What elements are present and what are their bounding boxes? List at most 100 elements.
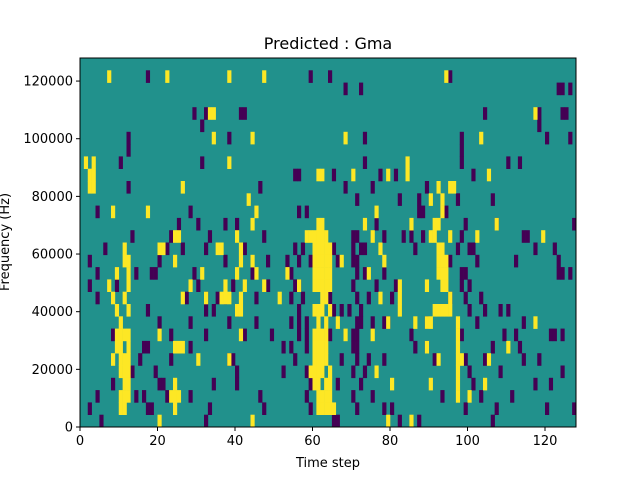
heatmap-cell-low bbox=[304, 390, 309, 403]
heatmap-cell-low bbox=[238, 107, 244, 120]
heatmap-cell-low bbox=[483, 107, 488, 120]
heatmap-cell-low bbox=[351, 254, 356, 268]
heatmap-cell-high bbox=[428, 193, 433, 206]
heatmap-cell-high bbox=[374, 205, 379, 219]
heatmap-cell-high bbox=[432, 230, 437, 243]
heatmap-cell-high bbox=[428, 230, 433, 243]
heatmap-cell-low bbox=[521, 230, 526, 243]
heatmap-cell-low bbox=[556, 267, 561, 280]
heatmap-cell-low bbox=[409, 230, 414, 243]
heatmap-cell-high bbox=[444, 267, 449, 280]
heatmap-cell-low bbox=[297, 304, 302, 317]
heatmap-cell-low bbox=[339, 353, 344, 366]
heatmap-cell-high bbox=[238, 242, 244, 256]
heatmap-cell-high bbox=[107, 70, 112, 83]
heatmap-cell-low bbox=[568, 131, 573, 145]
heatmap-cell-low bbox=[421, 230, 426, 243]
heatmap-cell-low bbox=[289, 291, 294, 305]
heatmap-cell-low bbox=[331, 414, 337, 428]
heatmap-cell-low bbox=[351, 242, 356, 256]
heatmap-cell-high bbox=[122, 365, 127, 379]
heatmap-cell-low bbox=[242, 328, 247, 342]
heatmap-cell-high bbox=[114, 267, 120, 280]
heatmap-cell-low bbox=[483, 304, 488, 317]
heatmap-cell-low bbox=[188, 205, 193, 219]
heatmap-cell-high bbox=[455, 353, 461, 366]
heatmap-cell-low bbox=[207, 230, 213, 243]
heatmap-cell-high bbox=[440, 242, 445, 256]
heatmap-cell-high bbox=[254, 205, 259, 219]
y-tick-label: 80000 bbox=[32, 190, 73, 205]
heatmap-cell-low bbox=[293, 279, 298, 292]
heatmap-cell-low bbox=[359, 242, 364, 256]
heatmap-cell-low bbox=[355, 353, 360, 366]
heatmap-cell-high bbox=[328, 254, 333, 268]
heatmap-cell-high bbox=[118, 402, 123, 415]
heatmap-cell-low bbox=[455, 242, 461, 256]
heatmap-cell-low bbox=[382, 402, 387, 415]
heatmap-cell-low bbox=[382, 230, 387, 243]
heatmap-cell-low bbox=[231, 279, 236, 292]
heatmap-cell-low bbox=[297, 316, 302, 329]
heatmap-cell-low bbox=[331, 304, 337, 317]
heatmap-cell-high bbox=[161, 242, 166, 256]
heatmap-cell-high bbox=[397, 291, 402, 305]
heatmap-cell-low bbox=[297, 254, 302, 268]
heatmap-cell-high bbox=[118, 340, 123, 354]
heatmap-cell-high bbox=[180, 291, 185, 305]
heatmap-cell-low bbox=[111, 328, 116, 342]
heatmap-cell-high bbox=[118, 316, 123, 329]
heatmap-cell-low bbox=[355, 291, 360, 305]
heatmap-cell-high bbox=[486, 353, 492, 366]
heatmap-cell-low bbox=[328, 328, 333, 342]
heatmap-cell-high bbox=[235, 230, 240, 243]
y-tick-label: 60000 bbox=[32, 248, 73, 263]
heatmap-cell-low bbox=[145, 70, 151, 83]
heatmap-cell-low bbox=[289, 340, 294, 354]
heatmap-cell-low bbox=[335, 377, 340, 391]
heatmap-cell-high bbox=[126, 267, 131, 280]
heatmap-cell-low bbox=[417, 205, 422, 219]
heatmap-cell-high bbox=[126, 340, 131, 354]
heatmap-cell-high bbox=[219, 242, 224, 256]
heatmap-cell-low bbox=[269, 328, 275, 342]
heatmap-cell-low bbox=[463, 217, 468, 231]
heatmap-cell-low bbox=[134, 390, 139, 403]
heatmap-cell-high bbox=[386, 414, 391, 428]
heatmap-cell-high bbox=[312, 267, 317, 280]
heatmap-cell-low bbox=[564, 107, 569, 120]
heatmap-cell-low bbox=[204, 107, 209, 120]
heatmap-cell-high bbox=[207, 107, 213, 120]
heatmap-cell-low bbox=[479, 390, 484, 403]
heatmap-cell-low bbox=[351, 340, 356, 354]
heatmap-cell-high bbox=[328, 377, 333, 391]
heatmap-cell-high bbox=[455, 340, 461, 354]
heatmap-cell-high bbox=[324, 328, 329, 342]
heatmap-cell-high bbox=[227, 70, 232, 83]
heatmap-cell-high bbox=[316, 365, 321, 379]
heatmap-cell-low bbox=[188, 340, 193, 354]
heatmap-cell-low bbox=[537, 107, 542, 120]
heatmap-cell-low bbox=[300, 291, 306, 305]
heatmap-cell-low bbox=[362, 131, 368, 145]
heatmap-cell-low bbox=[126, 144, 131, 157]
heatmap-cell-low bbox=[448, 254, 453, 268]
heatmap-cell-low bbox=[130, 365, 135, 379]
heatmap-cell-high bbox=[227, 353, 232, 366]
heatmap-cell-high bbox=[122, 328, 127, 342]
heatmap-cell-high bbox=[428, 377, 433, 391]
heatmap-cell-high bbox=[444, 304, 449, 317]
heatmap-cell-high bbox=[173, 340, 178, 354]
heatmap-cell-low bbox=[556, 82, 561, 96]
heatmap-cell-high bbox=[324, 402, 329, 415]
heatmap-cell-low bbox=[548, 377, 554, 391]
heatmap-cell-high bbox=[219, 291, 224, 305]
heatmap-cell-high bbox=[316, 168, 321, 182]
plot-frame bbox=[79, 57, 577, 428]
heatmap-cell-low bbox=[467, 304, 472, 317]
heatmap-cell-high bbox=[324, 353, 329, 366]
heatmap-cell-high bbox=[432, 217, 437, 231]
heatmap-cell-high bbox=[448, 291, 453, 305]
heatmap-cell-high bbox=[320, 340, 325, 354]
heatmap-cell-low bbox=[328, 291, 333, 305]
